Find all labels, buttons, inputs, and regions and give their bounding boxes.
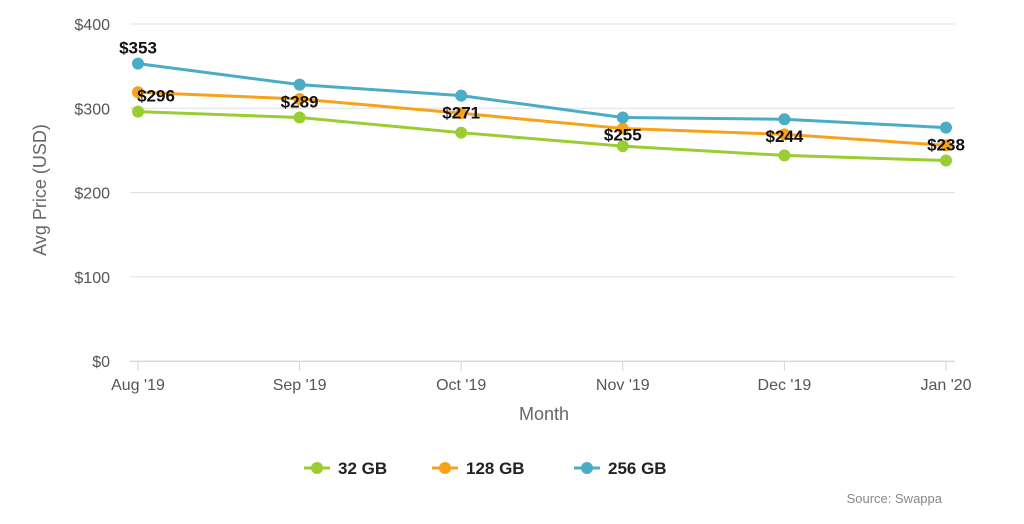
- data-point-2: [940, 121, 952, 134]
- legend-swatch-marker: [581, 462, 593, 474]
- gridlines: [130, 23, 955, 362]
- legend-item[interactable]: 32 GB: [304, 459, 387, 478]
- data-point-2: [293, 78, 306, 91]
- x-tick-label: Sep '19: [273, 377, 327, 394]
- y-tick-label: $200: [74, 186, 110, 203]
- source-credit[interactable]: Source: Swappa: [847, 491, 943, 506]
- series-line-2: [137, 62, 947, 130]
- data-point-1: [616, 122, 629, 135]
- y-tick-label: $400: [74, 17, 110, 34]
- x-tick-label: Nov '19: [596, 377, 650, 394]
- x-tick-label: Dec '19: [758, 377, 812, 394]
- data-point-0: [778, 149, 791, 162]
- data-point-1: [455, 107, 468, 120]
- x-tick-label: Oct '19: [436, 377, 486, 394]
- data-point-1: [940, 139, 952, 152]
- series-lines: [132, 57, 952, 167]
- data-label: $353: [119, 39, 157, 58]
- legend-label: 128 GB: [466, 459, 525, 478]
- x-tick-label: Aug '19: [111, 377, 165, 394]
- legend-label: 256 GB: [608, 459, 667, 478]
- legend-label: 32 GB: [338, 459, 387, 478]
- data-label: $271: [442, 104, 480, 123]
- series-line-1: [137, 90, 947, 147]
- y-axis-title: Avg Price (USD): [30, 124, 50, 256]
- data-label: $289: [281, 93, 319, 112]
- data-point-2: [616, 111, 629, 124]
- legend-item[interactable]: 128 GB: [432, 459, 525, 478]
- y-tick-label: $300: [74, 101, 110, 118]
- data-point-2: [778, 113, 791, 126]
- x-axis: Aug '19 Sep '19 Oct '19 Nov '19 Dec '19 Jan '…: [111, 361, 972, 394]
- legend-swatch-marker: [311, 462, 323, 474]
- data-point-0: [293, 111, 306, 124]
- data-label: $244: [765, 127, 803, 146]
- data-point-1: [293, 92, 306, 105]
- x-axis-title: Month: [519, 404, 569, 424]
- legend-swatch-marker: [439, 462, 451, 474]
- data-labels: $353 $289 $271 $255 $244 $238 $296: [119, 39, 965, 155]
- y-tick-label: $0: [92, 354, 110, 371]
- data-point-0: [940, 154, 952, 167]
- data-point-1: [132, 86, 144, 99]
- data-label: $238: [927, 136, 965, 155]
- y-axis-ticks: $0 $100 $200 $300 $400: [74, 17, 110, 371]
- legend[interactable]: 32 GB 128 GB 256 GB: [304, 459, 667, 478]
- legend-item[interactable]: 256 GB: [574, 459, 667, 478]
- data-point-2: [132, 57, 144, 70]
- data-point-0: [132, 105, 144, 118]
- data-point-1: [778, 128, 791, 141]
- data-label: $296: [137, 87, 175, 106]
- series-line-0: [137, 110, 947, 162]
- data-point-0: [616, 140, 629, 153]
- data-point-0: [455, 126, 468, 139]
- data-point-2: [455, 89, 468, 102]
- y-tick-label: $100: [74, 270, 110, 287]
- x-tick-label: Jan '20: [920, 377, 971, 394]
- data-label: $255: [604, 126, 642, 145]
